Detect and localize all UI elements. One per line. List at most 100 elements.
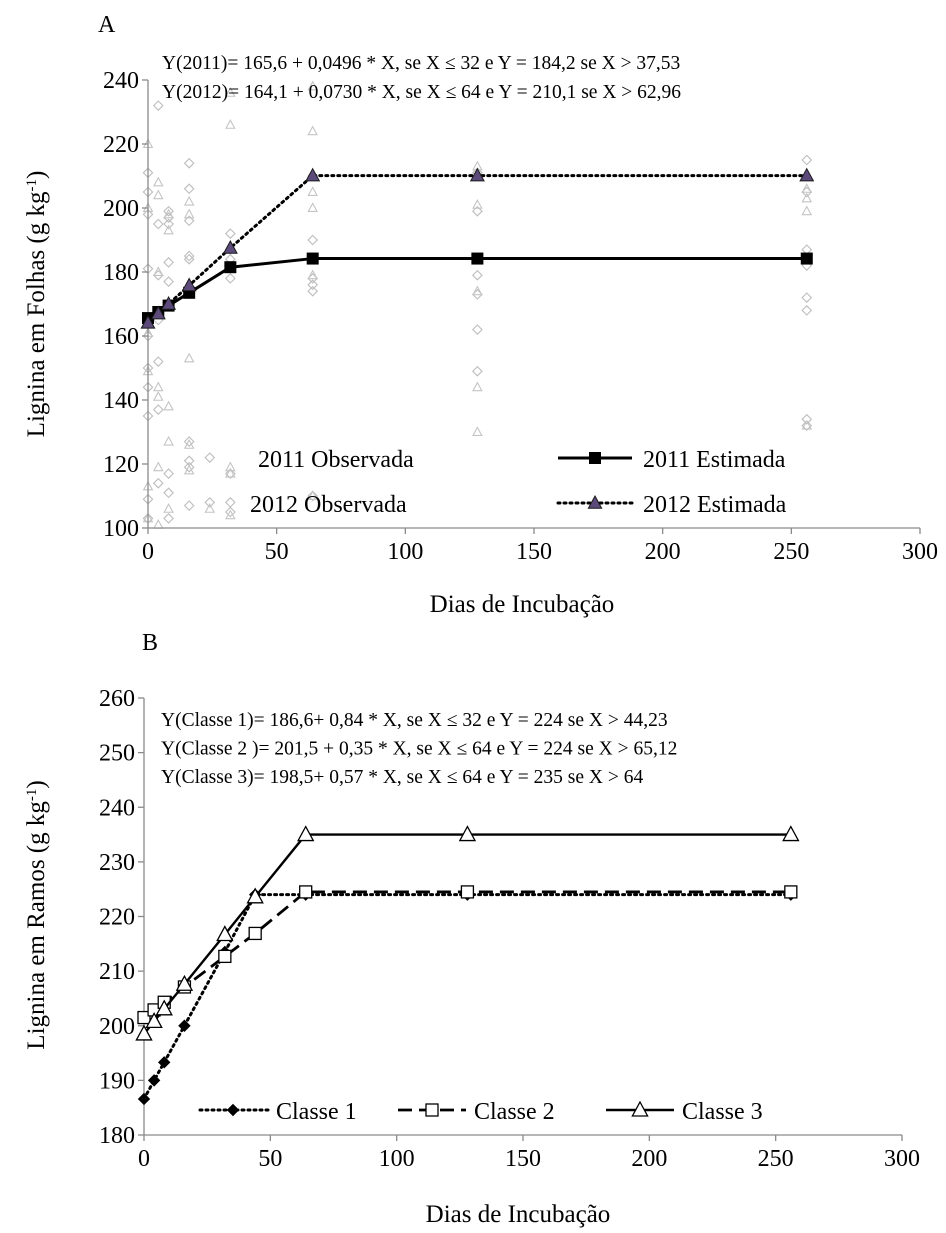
- series-2012-estimada-line: [146, 174, 809, 325]
- observed-2012-point: [163, 208, 174, 219]
- observed-2011-point: [183, 183, 195, 195]
- panel-b-equation: Y(Classe 3)= 198,5+ 0,57 * X, se X ≤ 64 …: [161, 767, 643, 788]
- observed-2011-point: [163, 205, 174, 217]
- series-classe-3-point: [246, 887, 264, 904]
- series-2011-estimada-line: [147, 257, 807, 320]
- legend-classe-3-label: Classe 3: [682, 1099, 763, 1125]
- panel-b-y-tick-label: 220: [99, 905, 135, 931]
- legend-classe-1-marker: [226, 1103, 240, 1117]
- panel-b-x-tick-label: 300: [884, 1146, 920, 1172]
- series-2012-estimada-point: [140, 314, 156, 329]
- series-classe-3-point: [175, 974, 194, 991]
- observed-2012-point: [225, 461, 236, 472]
- observed-2011-point: [801, 420, 813, 431]
- observed-2011-point: [183, 461, 195, 473]
- observed-2011-point: [163, 468, 174, 479]
- panel-a-x-tick-label: 0: [142, 539, 154, 565]
- observed-2012-point: [225, 119, 236, 129]
- panel-b-equation: Y(Classe 2 )= 201,5 + 0,35 * X, se X ≤ 6…: [161, 739, 677, 760]
- panel-b-legend: Classe 1 Classe 2 Classe 3: [198, 1099, 763, 1125]
- observed-2012-point: [472, 381, 483, 392]
- observed-2011-point: [801, 292, 813, 303]
- legend-2012-observada-label: 2012 Observada: [250, 492, 407, 518]
- panel-b-x-axis-label: Dias de Incubação: [426, 1201, 611, 1228]
- observed-2011-point: [183, 250, 195, 262]
- observed-2012-point: [183, 439, 195, 449]
- observed-2011-point: [307, 490, 319, 502]
- panel-a-x-tick-label: 300: [902, 539, 938, 565]
- series-classe-2-line: [143, 890, 791, 1019]
- observed-2011-point: [183, 215, 195, 227]
- observed-2011-point: [224, 273, 236, 284]
- observed-2011-point: [801, 154, 813, 166]
- observed-2012-point: [183, 208, 195, 219]
- panel-a-y-axis-label-end: ): [23, 171, 50, 179]
- panel-b-series: [135, 825, 800, 1106]
- panel-b-y-axis-label: Lignina em Ramos (g kg-1): [23, 780, 50, 1049]
- panel-b-y-axis-label-sup: -1: [24, 789, 40, 802]
- observed-2011-point: [204, 452, 216, 463]
- observed-2012-point: [801, 205, 813, 216]
- panel-b-chart: B 180 190 200 210 220 230 240 250 260 0 50 100 150 20…: [23, 630, 920, 1228]
- legend-classe-1-label: Classe 1: [276, 1099, 357, 1125]
- observed-2012-point: [152, 381, 164, 392]
- observed-2011-point: [152, 356, 164, 367]
- observed-2012-point: [163, 503, 174, 513]
- panel-a-chart: A 100 120 140 160 180 200 220 240 0 50 100 150 200 25…: [23, 12, 938, 618]
- panel-a-equation: Y(2011)= 165,6 + 0,0496 * X, se X ≤ 32 e…: [162, 53, 680, 74]
- series-classe-3-point: [458, 825, 477, 842]
- observed-2012-point: [152, 391, 164, 401]
- observed-2011-point: [224, 228, 236, 239]
- panel-a-legend: 2011 Observada 2012 Observada 2011 Estimad…: [250, 447, 787, 518]
- panel-b-x-tick-label: 100: [379, 1146, 415, 1172]
- series-2012-estimada-point: [150, 305, 166, 320]
- observed-2012-point: [472, 285, 483, 296]
- legend-classe-2-label: Classe 2: [474, 1099, 555, 1125]
- series-2012-estimada-point: [222, 239, 238, 254]
- observed-2011-point: [183, 157, 195, 169]
- observed-2012-point: [152, 266, 164, 277]
- observed-2011-point: [307, 285, 319, 297]
- series-classe-3-point: [145, 1012, 163, 1029]
- observed-2012-point: [307, 125, 318, 136]
- panel-a-estimated-series: [140, 167, 815, 329]
- series-2012-estimada-point: [469, 167, 485, 182]
- panel-b-x-tick-label: 250: [758, 1146, 794, 1172]
- panel-b-y-tick-label: 210: [99, 959, 135, 985]
- observed-2011-point: [801, 413, 813, 425]
- observed-2012-point: [163, 435, 174, 446]
- series-classe-1-line: [142, 893, 793, 1101]
- observed-2012-point: [307, 186, 318, 196]
- observed-2011-point: [163, 487, 174, 499]
- observed-2012-point: [472, 426, 483, 437]
- panel-a-y-tick-label: 100: [103, 516, 139, 542]
- observed-2012-point: [801, 192, 813, 203]
- panel-a-axes: 100 120 140 160 180 200 220 240 0 50 100 150 200 250 3…: [103, 68, 938, 565]
- series-2012-estimada-point: [181, 277, 197, 292]
- panel-a-y-tick-label: 200: [103, 196, 139, 222]
- observed-2012-point: [183, 464, 195, 475]
- observed-2012-point: [163, 400, 174, 411]
- observed-2011-point: [224, 468, 236, 479]
- series-classe-3-point: [216, 925, 234, 942]
- observed-2012-point: [307, 490, 318, 501]
- panel-a-x-tick-label: 250: [773, 539, 809, 565]
- panel-b-x-tick-label: 0: [138, 1146, 150, 1172]
- series-2011-estimada-point: [224, 261, 237, 274]
- series-classe-3-point: [297, 825, 315, 842]
- legend-2011-observada-label: 2011 Observada: [258, 447, 414, 473]
- observed-2012-point: [307, 80, 318, 91]
- observed-2012-point: [183, 352, 195, 363]
- series-classe-2-point: [137, 1010, 151, 1025]
- observed-2012-point: [307, 202, 318, 212]
- panel-a-x-tick-label: 50: [265, 539, 289, 565]
- legend-2012-estimada-label: 2012 Estimada: [643, 492, 787, 518]
- panel-a-equations: Y(2011)= 165,6 + 0,0496 * X, se X ≤ 32 e…: [162, 53, 681, 103]
- observed-2012-point: [225, 87, 236, 97]
- observed-2012-point: [225, 509, 236, 520]
- series-classe-2-point: [460, 885, 475, 899]
- legend-2012-estimada-marker: [587, 494, 603, 509]
- observed-2011-point: [152, 477, 164, 489]
- panel-b-y-tick-label: 260: [99, 686, 135, 712]
- observed-2012-point: [183, 195, 195, 206]
